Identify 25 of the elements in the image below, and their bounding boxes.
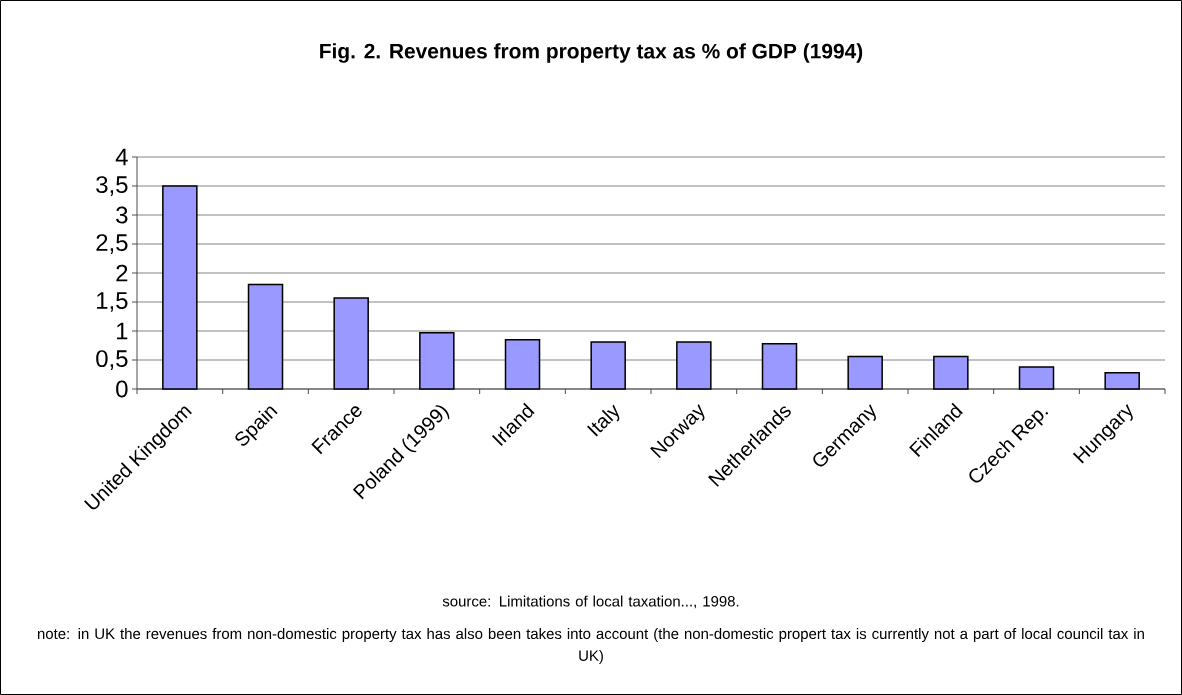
bar — [504, 338, 541, 390]
y-tick-label: 1,5 — [97, 292, 128, 312]
x-tick-label: Italy — [586, 404, 620, 437]
y-tick-label: 2,5 — [96, 234, 128, 254]
source-note: source: Limitations of local taxation..., 1998. — [442, 595, 739, 609]
bar — [847, 355, 883, 390]
bar — [933, 355, 969, 390]
bar — [247, 283, 284, 390]
y-tick-label: 0,5 — [96, 350, 128, 370]
bar — [676, 341, 712, 390]
bar — [333, 297, 369, 390]
bar — [590, 341, 626, 390]
y-tick-label: 3 — [116, 206, 128, 224]
chart-title: Fig. 2. Revenues from property tax as % of GDP (1994) — [320, 43, 863, 63]
bar — [162, 185, 198, 390]
y-tick-label: 2 — [116, 264, 128, 282]
y-tick-label: 4 — [115, 148, 128, 166]
bar — [1104, 372, 1140, 390]
y-tick-label: 1 — [117, 322, 128, 340]
text: note: in UK the revenues from non-domestic property tax has also been takes into account (the non-domestic propert tax is currently not a part of local council tax in UK) — [37, 628, 1144, 664]
y-tick-label: 0 — [116, 380, 128, 398]
y-tick-label: 3,5 — [96, 176, 128, 196]
bar — [1018, 366, 1055, 390]
bar — [419, 331, 455, 390]
bar — [761, 343, 798, 390]
